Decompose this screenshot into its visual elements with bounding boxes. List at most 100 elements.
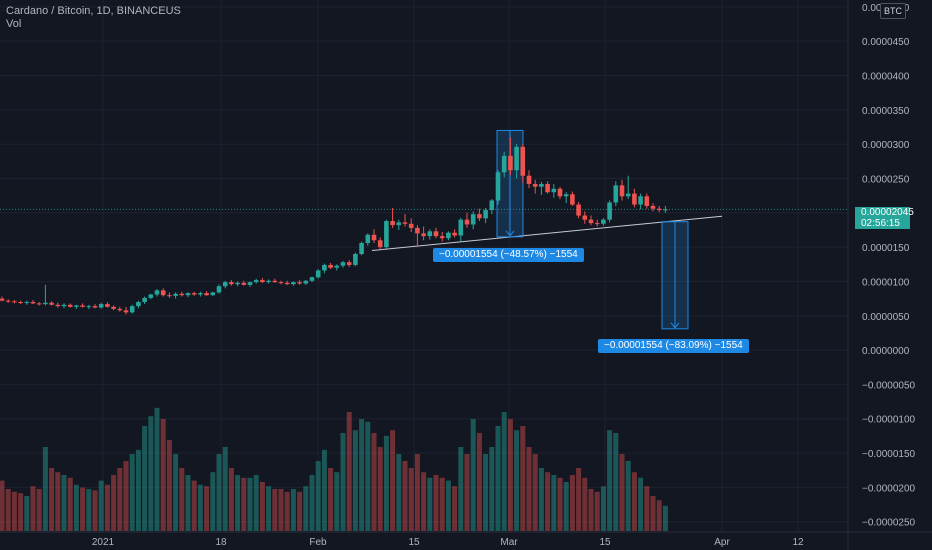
y-tick-label: 0.0000450 xyxy=(862,37,910,48)
candle-body xyxy=(167,295,172,297)
y-tick-label: 0.0000050 xyxy=(862,312,910,323)
candle-body xyxy=(297,282,302,284)
volume-bar xyxy=(42,447,48,531)
candle-body xyxy=(0,298,5,301)
volume-bar xyxy=(123,461,129,531)
volume-bar xyxy=(427,477,433,531)
candle-body xyxy=(601,219,606,224)
candle-body xyxy=(421,233,426,237)
volume-bar xyxy=(594,491,600,531)
y-tick-label: 0.0000400 xyxy=(862,72,910,83)
candle-body xyxy=(36,303,42,305)
volume-bar xyxy=(563,482,569,531)
candle-body xyxy=(402,222,408,224)
volume-bar xyxy=(272,489,278,531)
candle-body xyxy=(439,236,445,239)
symbol-title[interactable]: Cardano / Bitcoin, 1D, BINANCEUS xyxy=(6,5,181,17)
volume-bar xyxy=(55,472,61,531)
candle-body xyxy=(98,304,104,308)
volume-bar xyxy=(111,475,117,531)
volume-bar xyxy=(92,490,98,531)
candle-body xyxy=(278,282,284,284)
volume-bar xyxy=(452,486,458,531)
x-tick-label: 15 xyxy=(408,537,420,548)
candle-body xyxy=(346,262,352,265)
volume-bar xyxy=(86,489,92,531)
candle-body xyxy=(557,188,563,197)
candle-body xyxy=(111,306,116,309)
candle-body xyxy=(433,231,439,237)
candle-body xyxy=(427,231,433,237)
volume-bar xyxy=(545,472,551,531)
candle-body xyxy=(253,280,259,283)
volume-bar xyxy=(222,447,228,531)
candle-body xyxy=(315,270,321,278)
candle-body xyxy=(142,297,147,303)
volume-bar xyxy=(383,435,389,531)
volume-bar xyxy=(160,419,166,531)
volume-bar xyxy=(210,472,216,531)
candle-body xyxy=(650,205,656,209)
volume-bar xyxy=(30,486,36,531)
candle-body xyxy=(210,292,216,296)
volume-bar xyxy=(346,412,352,531)
measure-arrowhead-1 xyxy=(505,230,515,237)
candle-body xyxy=(148,294,154,298)
candle-body xyxy=(501,155,507,173)
x-tick-label: Mar xyxy=(500,537,518,548)
measure-label-1[interactable]: −0.00001554 (−48.57%) −1554 xyxy=(433,248,584,262)
candle-body xyxy=(309,277,315,281)
volume-indicator-label[interactable]: Vol xyxy=(6,18,22,30)
x-tick-label: 18 xyxy=(215,537,227,548)
y-tick-label: −0.0000150 xyxy=(862,449,916,460)
measure-label-2[interactable]: −0.00001554 (−83.09%) −1554 xyxy=(598,339,749,353)
candle-body xyxy=(92,306,98,308)
y-tick-label: −0.0000100 xyxy=(862,415,916,426)
candle-body xyxy=(204,293,209,296)
volume-bar xyxy=(569,475,575,531)
volume-bar xyxy=(24,496,30,531)
candle-body xyxy=(74,305,79,307)
candle-body xyxy=(464,219,470,225)
volume-bar xyxy=(656,500,662,531)
volume-bar xyxy=(259,482,265,531)
candle-body xyxy=(284,282,290,285)
currency-button[interactable]: BTC xyxy=(880,3,906,19)
volume-bar xyxy=(365,421,371,531)
volume-bar xyxy=(470,419,476,531)
volume-bar xyxy=(148,416,154,531)
volume-bar xyxy=(18,493,24,531)
volume-bar xyxy=(266,486,272,531)
volume-bar xyxy=(154,407,160,531)
candle-body xyxy=(136,302,141,307)
y-tick-label: 0.0000300 xyxy=(862,140,910,151)
candle-body xyxy=(272,280,278,283)
volume-bar xyxy=(439,477,445,531)
volume-bar xyxy=(631,472,637,531)
volume-bar xyxy=(173,454,179,531)
y-tick-label: 0.0000250 xyxy=(862,174,910,185)
candle-body xyxy=(334,265,340,268)
volume-bar xyxy=(507,419,513,531)
y-tick-label: 0.0000100 xyxy=(862,277,910,288)
candle-body xyxy=(229,282,234,285)
candle-body xyxy=(551,188,557,193)
candle-body xyxy=(495,172,501,201)
volume-bar xyxy=(489,447,495,531)
volume-bar xyxy=(607,430,613,531)
candle-body xyxy=(483,210,488,219)
volume-bar xyxy=(526,447,532,531)
candle-body xyxy=(117,308,123,311)
candle-body xyxy=(408,223,414,228)
candle-body xyxy=(241,282,247,285)
last-price-value: 0.00002045 xyxy=(861,207,914,218)
candle-body xyxy=(632,193,637,205)
candle-body xyxy=(198,293,203,295)
volume-bar xyxy=(445,480,451,531)
candle-body xyxy=(384,221,389,248)
volume-bar xyxy=(464,454,470,531)
candle-body xyxy=(105,304,110,307)
volume-bar xyxy=(61,475,67,531)
candle-body xyxy=(216,286,222,293)
